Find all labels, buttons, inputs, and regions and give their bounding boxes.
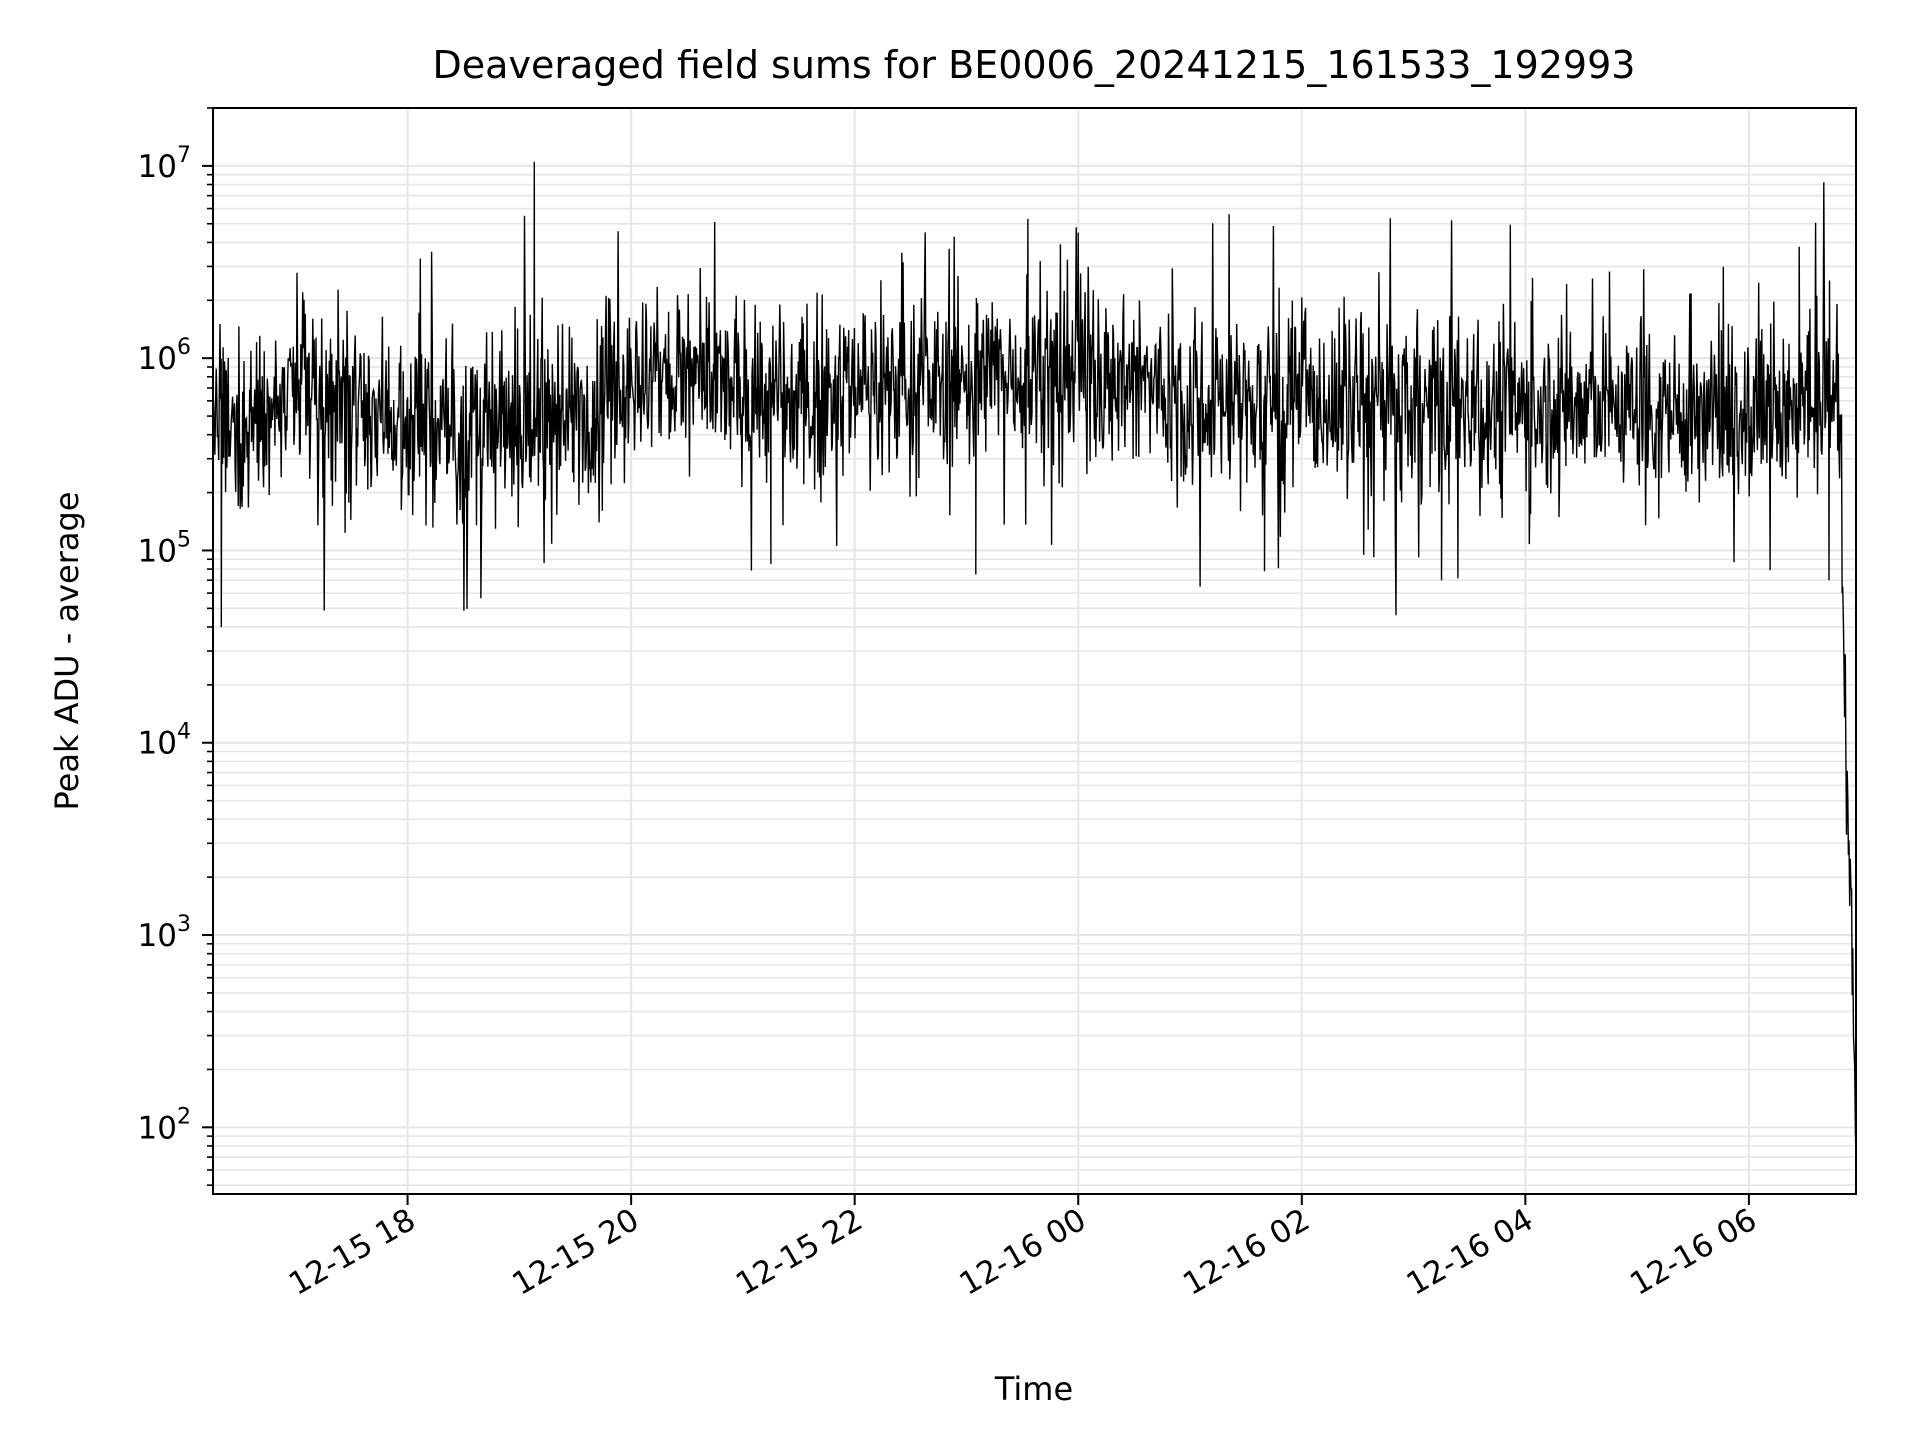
- series-line: [212, 161, 1857, 1158]
- y-tick-label: 106: [138, 335, 191, 377]
- data-line: [212, 161, 1857, 1158]
- y-tick-label: 103: [138, 912, 191, 954]
- y-axis-ticks: 102 103 104 105 106 107: [138, 107, 213, 1187]
- y-tick-label: 107: [138, 143, 191, 185]
- y-tick-label: 102: [138, 1104, 191, 1146]
- x-axis-label: Time: [994, 1370, 1073, 1408]
- y-tick-label: 104: [138, 720, 191, 762]
- y-axis-label: Peak ADU - average: [48, 492, 86, 811]
- chart-title: Deaveraged field sums for BE0006_2024121…: [433, 43, 1636, 87]
- y-tick-label: 105: [138, 527, 191, 569]
